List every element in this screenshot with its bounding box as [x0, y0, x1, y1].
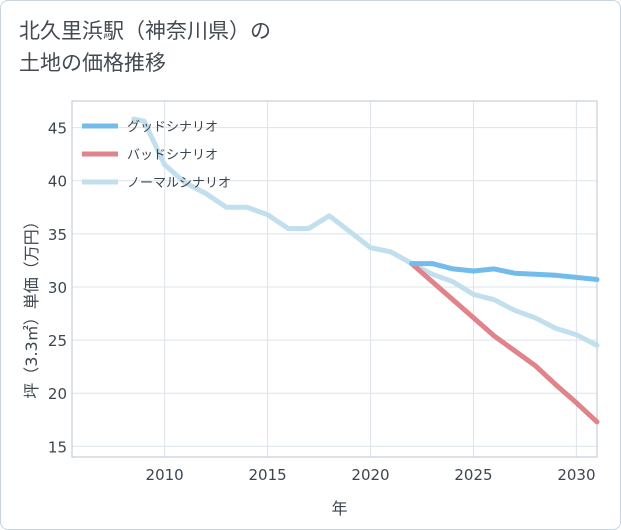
- x-tick-label: 2025: [454, 466, 492, 484]
- x-tick-label: 2010: [146, 466, 184, 484]
- x-tick-label: 2020: [351, 466, 389, 484]
- y-axis-label: 坪（3.3㎡）単価（万円）: [22, 213, 41, 399]
- y-tick-label: 20: [48, 385, 67, 403]
- y-tick-label: 40: [48, 173, 67, 191]
- y-tick-label: 30: [48, 279, 67, 297]
- y-tick-label: 35: [48, 226, 67, 244]
- legend-label: バッドシナリオ: [127, 148, 218, 163]
- y-tick-label: 45: [48, 120, 67, 138]
- legend-label: ノーマルシナリオ: [127, 176, 231, 191]
- y-tick-label: 15: [48, 438, 67, 456]
- y-tick-label: 25: [48, 332, 67, 350]
- x-tick-label: 2015: [248, 466, 286, 484]
- series-line: [131, 116, 600, 348]
- legend-label: グッドシナリオ: [127, 120, 218, 135]
- series-line: [409, 261, 600, 425]
- title-line-2: 土地の価格推移: [19, 51, 166, 75]
- x-axis-label: 年: [331, 499, 347, 518]
- title-line-1: 北久里浜駅（神奈川県）の: [19, 19, 271, 43]
- series-line: [409, 261, 600, 282]
- page-title: 北久里浜駅（神奈川県）の 土地の価格推移: [19, 15, 271, 79]
- x-tick-label: 2030: [557, 466, 595, 484]
